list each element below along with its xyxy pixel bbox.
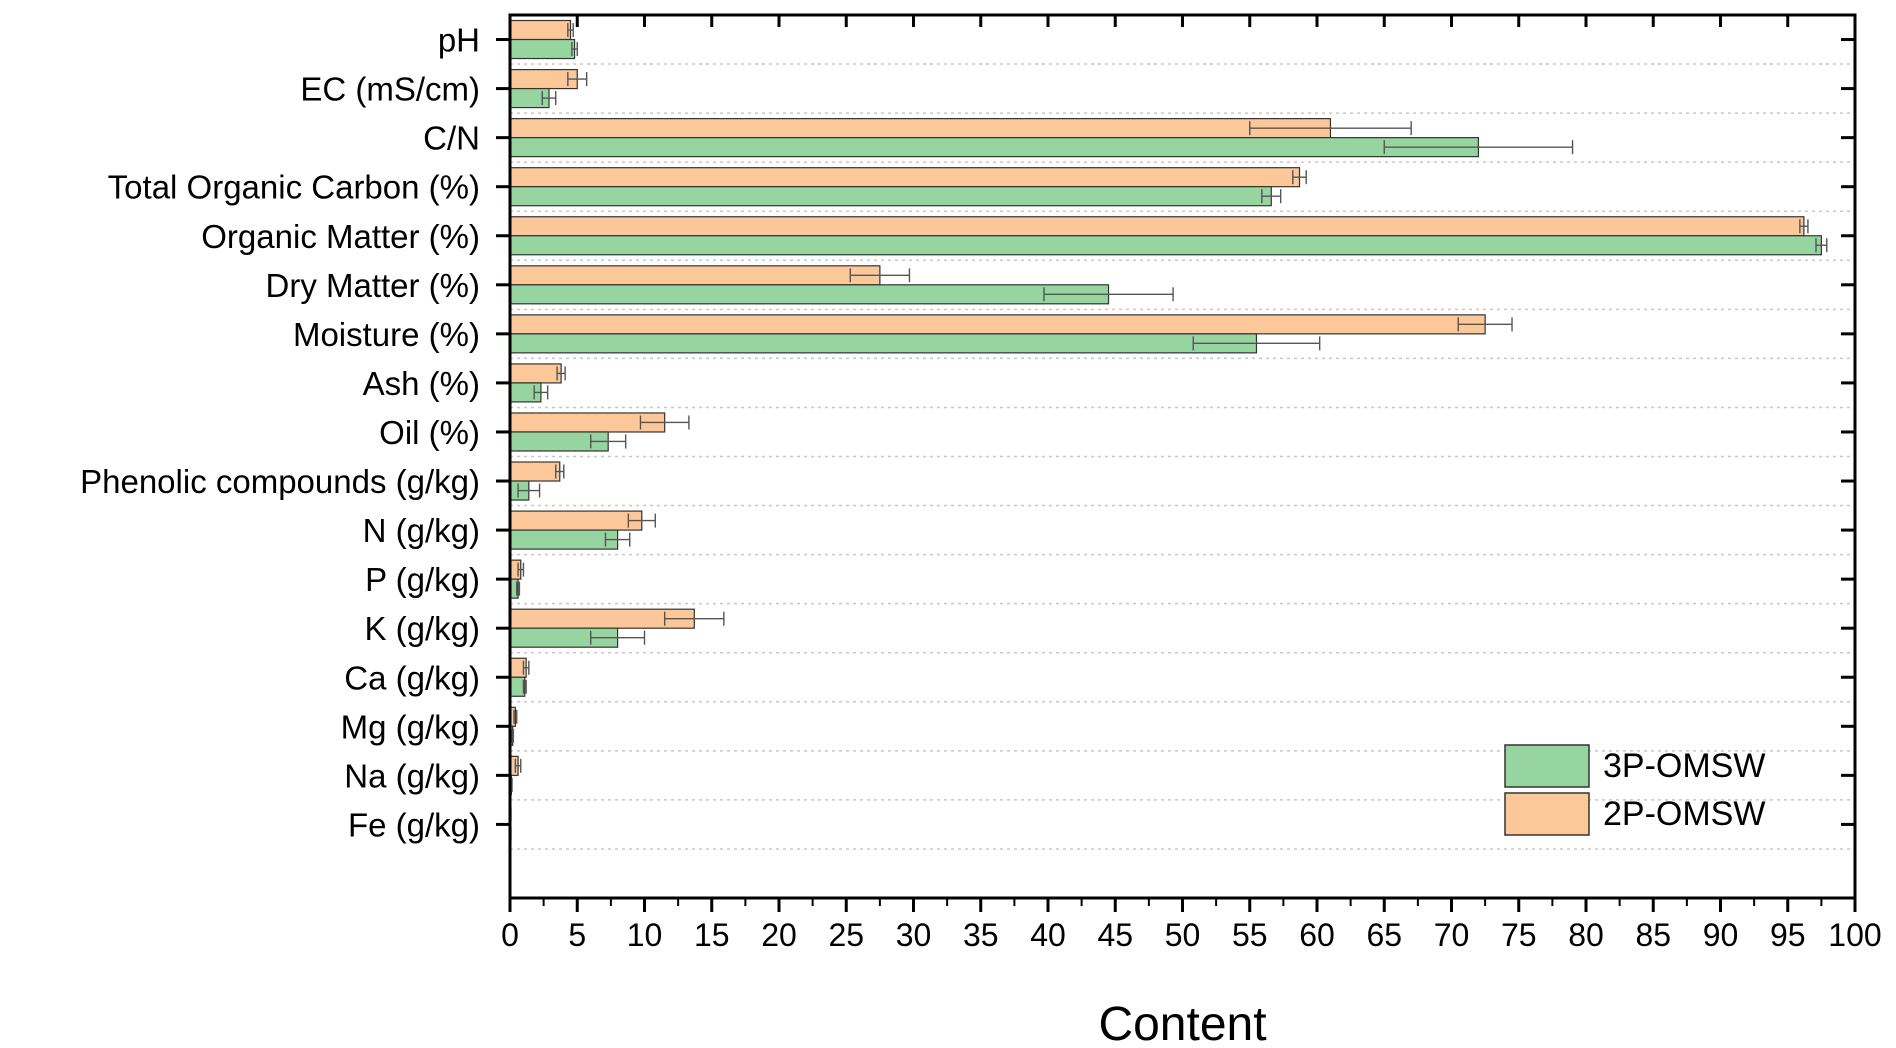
bar-2p-omsw [509,461,561,482]
bar-2p-omsw [509,510,643,531]
x-tick-label: 30 [896,917,932,953]
y-tick-label: Fe (g/kg) [348,806,480,843]
bar-2p-omsw [509,363,562,384]
bar-2p-omsw [509,167,1301,188]
legend-swatch [1504,792,1590,836]
x-tick-label: 35 [963,917,999,953]
bar-3p-omsw [509,137,1480,158]
legend: 3P-OMSW 2P-OMSW [1504,744,1765,836]
bar-3p-omsw [509,186,1272,207]
y-tick-label: EC (mS/cm) [300,71,480,108]
x-axis-ticks: 0 5 10 15 20 25 30 35 40 45 50 55 60 65 70 75 80 85 90 95 10… [501,15,1882,953]
bar-3p-omsw [509,38,576,60]
x-tick-label: 60 [1299,917,1335,953]
x-tick-label: 20 [761,917,797,953]
legend-label: 2P-OMSW [1603,795,1765,833]
x-tick-label: 10 [627,917,663,953]
x-tick-label: 80 [1568,917,1604,953]
y-tick-label: Oil (%) [379,414,480,451]
x-tick-label: 75 [1501,917,1537,953]
x-tick-label: 55 [1232,917,1268,953]
x-tick-label: 5 [568,917,586,953]
y-tick-label: Ash (%) [363,365,480,402]
bar-2p-omsw [509,118,1332,139]
x-tick-label: 65 [1366,917,1402,953]
y-tick-label: pH [438,22,480,59]
legend-label: 3P-OMSW [1603,747,1765,785]
bar-2p-omsw [509,19,572,41]
bar-3p-omsw [509,235,1822,256]
y-tick-label: Total Organic Carbon (%) [108,169,480,206]
y-tick-label: Phenolic compounds (g/kg) [80,463,480,500]
y-tick-label: Organic Matter (%) [201,218,480,255]
x-tick-label: 15 [694,917,730,953]
y-tick-label: K (g/kg) [364,610,480,647]
x-tick-label: 25 [828,917,864,953]
y-tick-label: Na (g/kg) [344,757,480,794]
bar-3p-omsw [509,529,619,550]
y-tick-label: C/N [423,120,480,157]
legend-swatch [1504,744,1590,788]
x-tick-label: 40 [1030,917,1066,953]
x-tick-label: 85 [1635,917,1671,953]
y-tick-label: N (g/kg) [363,512,480,549]
y-tick-label: Dry Matter (%) [266,267,481,304]
y-tick-label: Mg (g/kg) [341,708,480,745]
x-tick-label: 45 [1097,917,1133,953]
error-bars [509,23,1828,841]
x-tick-label: 50 [1165,917,1201,953]
bar-3p-omsw [509,333,1258,354]
y-tick-label: P (g/kg) [365,561,480,598]
bar-3p-omsw [509,676,526,697]
y-tick-label: Ca (g/kg) [344,659,480,696]
y-tick-label: Moisture (%) [293,316,480,353]
x-tick-label: 90 [1703,917,1739,953]
x-tick-label: 70 [1434,917,1470,953]
x-tick-label: 100 [1828,917,1881,953]
x-axis-title: Content [1098,998,1266,1048]
x-tick-label: 0 [501,917,519,953]
bar-3p-omsw [509,284,1110,305]
bar-2p-omsw [509,216,1805,237]
x-tick-label: 95 [1770,917,1806,953]
y-axis-ticks: pH EC (mS/cm) C/N Total Organic Carbon (%) O… [80,22,1855,843]
bar-2p-omsw [509,314,1486,335]
bar-2p-omsw [509,265,881,286]
bars [509,19,1822,845]
